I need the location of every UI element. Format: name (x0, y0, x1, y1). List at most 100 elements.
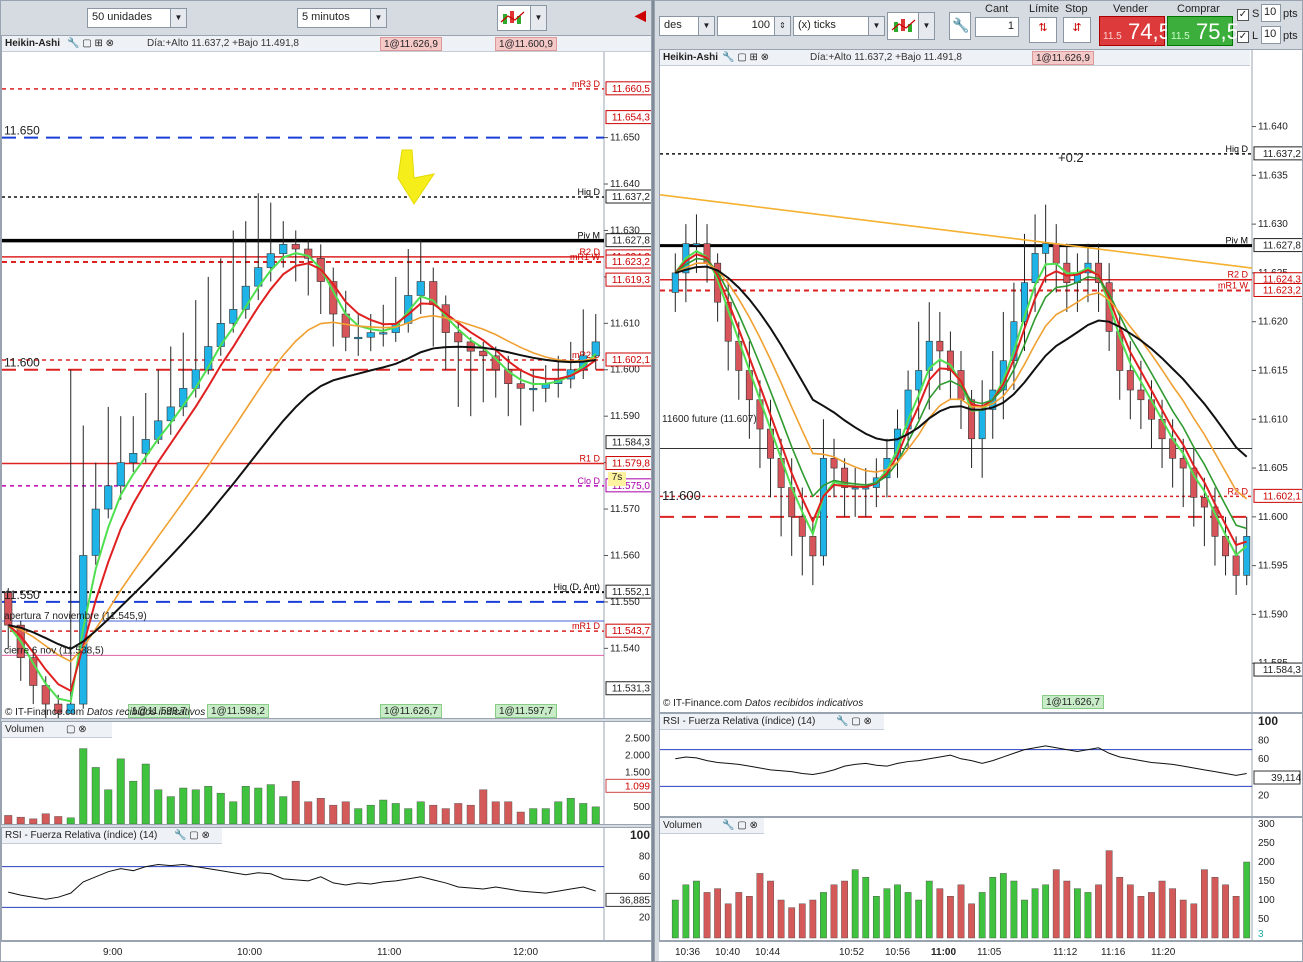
volume-bar (479, 789, 488, 824)
right-rsi-pane[interactable]: 100 80 60 20 39,114 RSI - Fuerza Relativa (í… (659, 713, 1302, 817)
moving-average-line (675, 265, 1248, 458)
volume-bar (591, 806, 600, 824)
day-info: Día:+Alto 11.637,2 +Bajo 11.491,8 (810, 52, 962, 63)
sell-button[interactable]: 11.5 74,5 (1099, 16, 1171, 46)
volume-bar (1158, 880, 1166, 939)
candle-body (166, 406, 175, 422)
order-bottom-2[interactable]: 1@11.626,7 (380, 704, 442, 718)
volume-bar (441, 808, 450, 824)
time-label: 11:00 (931, 947, 957, 958)
volume-bar (316, 798, 325, 824)
time-label: 10:00 (237, 947, 263, 958)
candle-body (229, 309, 238, 324)
level-annotation: apertura 7 noviembre (11.545,9) (4, 611, 147, 622)
rsi-tick: 20 (639, 913, 651, 924)
y-tick-label: 11.650 (610, 133, 640, 144)
buy-button[interactable]: 11.5 75,5 (1167, 16, 1239, 46)
y-tick-label: 11.560 (610, 550, 640, 561)
price-box (605, 435, 651, 450)
volume-header: Volumen 🔧 ▢ ⊗ (660, 818, 764, 834)
rsi-header: RSI - Fuerza Relativa (índice) (14) 🔧 ▢ … (2, 828, 222, 844)
moving-average-line (674, 262, 1248, 500)
volume-bar (366, 804, 375, 824)
pane-tools-icons[interactable]: 🔧 ▢ ⊗ (722, 820, 758, 831)
candle-body (841, 467, 849, 488)
price-box (605, 81, 651, 96)
y-tick-label: 11.590 (1258, 609, 1288, 620)
chart-tools-icons[interactable]: 🔧 ▢ ⊞ ⊗ (722, 52, 769, 63)
rsi-tick: 80 (639, 851, 651, 862)
l-checkbox[interactable]: ✓ (1237, 31, 1249, 43)
order-top-2[interactable]: 1@11.600,9 (495, 37, 557, 51)
quantity-select[interactable]: 50 unidades ▼ (87, 8, 187, 28)
right-chart-type-button[interactable]: ▼ (887, 12, 935, 40)
right-volume-pane[interactable]: 300 250 200 150 100 50 3 Volumen 🔧 ▢ ⊗ (659, 817, 1302, 941)
volume-bar (129, 780, 138, 824)
pane-tools-icons[interactable]: 🔧 ▢ ⊗ (174, 830, 210, 841)
price-box (1253, 146, 1302, 161)
order-top[interactable]: 1@11.626,9 (1032, 51, 1094, 65)
rsi-box (1253, 770, 1301, 785)
chart-type-button[interactable]: ▼ (497, 5, 547, 31)
right-price-chart[interactable]: 11.64011.63511.63011.62511.62011.61511.6… (659, 49, 1302, 713)
volume-bar (883, 888, 891, 939)
left-volume-pane[interactable]: 2.500 2.000 1.500 500 1.099 Volumen ▢ ⊗ (1, 721, 651, 825)
level-label: R2 D (1227, 270, 1248, 280)
l-input[interactable]: 10 (1261, 26, 1281, 44)
time-label: 9:00 (103, 947, 123, 958)
time-label: 11:05 (977, 947, 1002, 958)
right-qty-select[interactable]: des ▼ (659, 16, 715, 36)
level-label: Piv M (578, 231, 601, 241)
candle-body (241, 285, 250, 310)
volume-bar (254, 787, 263, 824)
candle-body (809, 536, 817, 557)
s-checkbox[interactable]: ✓ (1237, 9, 1249, 21)
sell-label: Vender (1113, 3, 1148, 15)
stop-order-button[interactable]: ⇵ (1063, 17, 1091, 43)
candle-body (1200, 497, 1208, 508)
order-bottom-left[interactable]: 1@11.598,7 (128, 704, 190, 718)
tools-button[interactable]: 🔧 (949, 12, 971, 40)
y-tick-label: 11.635 (1258, 170, 1288, 181)
pane-tools-icons[interactable]: ▢ ⊗ (66, 724, 87, 735)
cant-label: Cant (985, 3, 1009, 15)
ticks-select[interactable]: (x) ticks ▼ (793, 16, 885, 36)
order-top-1[interactable]: 1@11.626,9 (380, 37, 442, 51)
s-input[interactable]: 10 (1261, 4, 1281, 22)
price-box (1253, 488, 1302, 503)
stepper-icon[interactable]: ⇕ (774, 17, 790, 35)
volume-bar (241, 786, 250, 824)
volume-bar (79, 748, 88, 824)
limit-order-button[interactable]: ⇅ (1029, 17, 1057, 43)
future-label: 11600 future (11.607) (662, 414, 757, 425)
rsi-tick: 80 (1258, 735, 1270, 746)
y-tick-label: 11.640 (610, 179, 640, 190)
window-divider[interactable] (652, 0, 654, 962)
volume-bar (1074, 888, 1081, 939)
window-arrow-icon[interactable]: ◀ (635, 7, 646, 23)
chart-tools-icons[interactable]: 🔧 ▢ ⊞ ⊗ (67, 38, 114, 49)
price-box-label: 11.602,1 (612, 355, 651, 366)
countdown: 7s (608, 472, 626, 486)
volume-tick: 2.500 (625, 733, 650, 744)
order-bottom[interactable]: 1@11.626,7 (1042, 695, 1104, 709)
ticks-value-input[interactable]: 100 ⇕ (717, 16, 791, 36)
cant-input[interactable]: 1 (975, 17, 1019, 37)
volume-bar (54, 816, 63, 824)
y-tick-label: 11.595 (1258, 561, 1288, 572)
left-rsi-pane[interactable]: 100 80 60 20 36,885 RSI - Fuerza Relativa (í… (1, 827, 651, 941)
price-box (605, 352, 651, 367)
rsi-line (8, 864, 596, 900)
volume-bar (279, 796, 288, 824)
left-price-chart[interactable]: 11.65011.64011.63011.62011.61011.60011.5… (1, 35, 651, 719)
moving-average-line (674, 253, 1248, 547)
volume-tick: 150 (1258, 876, 1275, 887)
interval-select[interactable]: 5 minutos ▼ (297, 8, 387, 28)
order-bottom-1[interactable]: 1@11.598,2 (207, 704, 269, 718)
pane-tools-icons[interactable]: 🔧 ▢ ⊗ (836, 716, 872, 727)
candle-body (968, 399, 976, 440)
order-bottom-3[interactable]: 1@11.597,7 (495, 704, 557, 718)
volume-bar (216, 792, 225, 824)
highlight-arrow-icon (397, 149, 436, 205)
level-label: mR1 D (572, 621, 601, 631)
